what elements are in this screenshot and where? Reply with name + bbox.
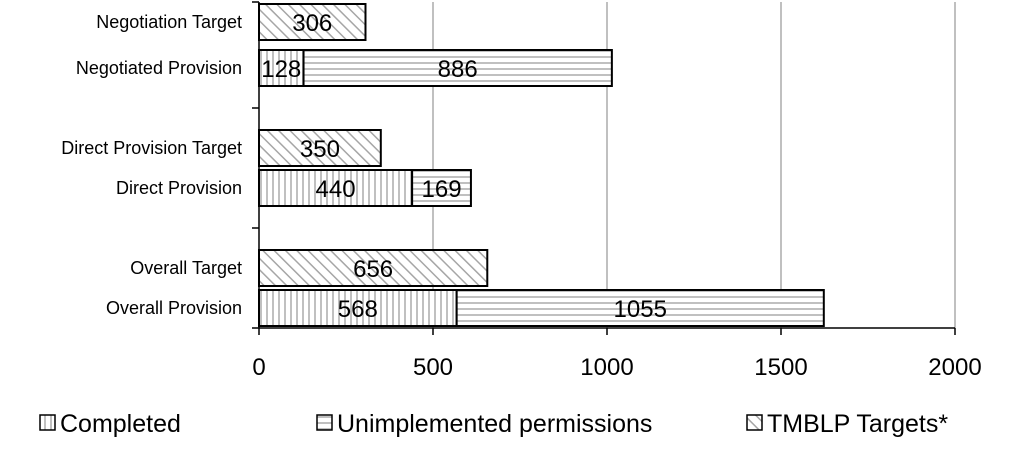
axes <box>252 1 956 335</box>
data-label: 656 <box>353 256 393 283</box>
bars <box>258 3 825 327</box>
x-tick-label: 2000 <box>928 354 981 381</box>
data-label: 350 <box>300 136 340 163</box>
data-label: 128 <box>261 56 301 83</box>
legend-label: Completed <box>60 410 181 438</box>
data-label: 1055 <box>614 296 667 323</box>
category-label: Negotiated Provision <box>76 58 242 78</box>
bar-unimplemented-permissions <box>455 289 825 327</box>
legend-label: TMBLP Targets* <box>767 410 948 438</box>
legend-swatch <box>39 414 56 431</box>
bar-unimplemented-permissions <box>411 169 472 207</box>
category-label: Overall Provision <box>106 298 242 318</box>
category-label: Overall Target <box>130 258 242 278</box>
data-label: 306 <box>292 10 332 37</box>
bar-tmblp-targets <box>258 249 489 287</box>
labels: 306 Negotiation Target 128 886 Negotiated Pr… <box>61 10 981 381</box>
bar-tmblp-targets <box>258 3 367 41</box>
legend-swatch <box>316 414 333 431</box>
x-tick-label: 500 <box>413 354 453 381</box>
x-tick-label: 0 <box>252 354 265 381</box>
legend: Completed Unimplemented permissions TMBLP … <box>39 410 948 438</box>
bar-unimplemented-permissions <box>302 49 613 87</box>
data-label: 169 <box>422 176 462 203</box>
legend-label: Unimplemented permissions <box>337 410 652 438</box>
data-label: 440 <box>316 176 356 203</box>
data-label: 886 <box>438 56 478 83</box>
legend-swatch <box>746 414 763 431</box>
data-label: 568 <box>338 296 378 323</box>
bar-completed <box>258 49 305 87</box>
category-label: Direct Provision Target <box>61 138 242 158</box>
category-label: Direct Provision <box>116 178 242 198</box>
x-tick-label: 1000 <box>580 354 633 381</box>
category-label: Negotiation Target <box>96 12 242 32</box>
x-tick-label: 1500 <box>754 354 807 381</box>
